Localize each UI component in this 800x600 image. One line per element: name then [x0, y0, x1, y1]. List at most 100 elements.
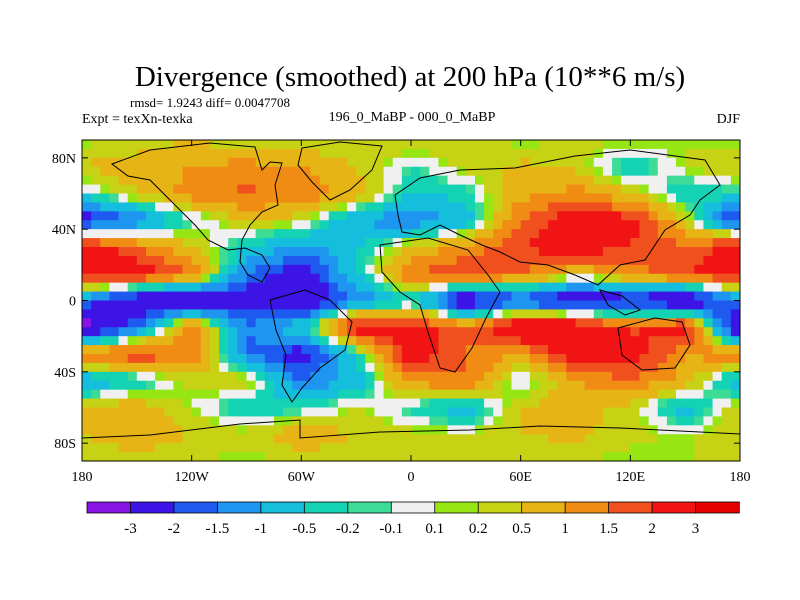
field-cell	[593, 362, 604, 373]
field-cell	[182, 309, 193, 319]
field-cell	[118, 336, 129, 346]
colorbar-swatch	[86, 501, 132, 514]
field-cell	[730, 193, 740, 204]
field-cell	[694, 416, 705, 426]
field-cell	[712, 318, 723, 328]
field-cell	[703, 309, 714, 319]
field-cell	[593, 398, 604, 409]
field-cell	[575, 398, 586, 409]
field-cell	[292, 247, 302, 257]
field-cell	[648, 345, 659, 355]
field-cell	[164, 193, 174, 204]
field-cell	[602, 282, 613, 293]
field-cell	[621, 193, 631, 204]
field-cell	[612, 434, 622, 444]
field-cell	[356, 273, 366, 284]
field-cell	[730, 354, 740, 364]
field-cell	[292, 193, 302, 204]
field-cell	[685, 371, 695, 382]
field-cell	[703, 434, 714, 444]
field-cell	[657, 193, 668, 204]
field-cell	[447, 452, 458, 461]
field-cell	[228, 354, 238, 364]
field-cell	[374, 318, 385, 328]
field-cell	[685, 318, 695, 328]
field-cell	[538, 354, 549, 364]
field-cell	[255, 229, 266, 239]
field-cell	[127, 264, 138, 275]
field-cell	[392, 443, 403, 453]
field-cell	[191, 202, 202, 212]
field-cell	[648, 255, 659, 266]
field-cell	[255, 247, 266, 257]
field-cell	[502, 202, 513, 212]
field-cell	[730, 443, 740, 453]
field-cell	[712, 327, 723, 337]
field-cell	[209, 255, 220, 266]
field-cell	[283, 273, 293, 284]
field-cell	[511, 380, 522, 391]
field-cell	[191, 318, 202, 328]
field-cell	[657, 389, 668, 400]
field-cell	[575, 291, 586, 302]
field-cell	[612, 166, 622, 177]
field-cell	[255, 148, 266, 159]
field-cell	[383, 282, 394, 293]
field-cell	[82, 452, 92, 461]
field-cell	[685, 166, 695, 177]
field-cell	[566, 202, 577, 212]
field-cell	[474, 291, 485, 302]
field-cell	[392, 380, 403, 391]
field-cell	[127, 291, 138, 302]
field-cell	[155, 416, 165, 426]
field-cell	[676, 434, 686, 444]
field-cell	[365, 211, 376, 221]
field-cell	[246, 425, 257, 435]
field-cell	[703, 389, 714, 400]
field-cell	[374, 389, 385, 400]
field-cell	[712, 380, 723, 391]
field-cell	[639, 166, 650, 177]
field-cell	[164, 140, 174, 150]
field-cell	[447, 443, 458, 453]
field-cell	[438, 434, 449, 444]
field-cell	[347, 425, 357, 435]
field-cell	[383, 255, 394, 266]
field-cell	[155, 273, 165, 284]
field-cell	[365, 300, 376, 311]
field-cell	[82, 229, 92, 239]
field-cell	[676, 202, 686, 212]
field-cell	[411, 389, 421, 400]
field-cell	[502, 362, 513, 373]
field-cell	[730, 362, 740, 373]
field-cell	[264, 345, 275, 355]
field-cell	[283, 371, 293, 382]
field-cell	[612, 175, 622, 186]
field-cell	[438, 273, 449, 284]
field-cell	[548, 264, 558, 275]
field-cell	[145, 300, 156, 311]
field-cell	[237, 345, 248, 355]
field-cell	[310, 140, 321, 150]
field-cell	[429, 309, 440, 319]
field-cell	[191, 309, 202, 319]
field-cell	[474, 380, 485, 391]
field-cell	[538, 336, 549, 346]
field-cell	[438, 354, 449, 364]
field-cell	[721, 434, 732, 444]
field-cell	[145, 184, 156, 195]
field-cell	[191, 336, 202, 346]
field-cell	[584, 282, 595, 293]
field-cell	[401, 220, 412, 230]
field-cell	[292, 175, 302, 186]
field-cell	[630, 443, 641, 453]
field-cell	[301, 193, 312, 204]
field-cell	[228, 184, 238, 195]
field-cell	[584, 327, 595, 337]
field-cell	[420, 407, 430, 418]
field-cell	[347, 140, 357, 150]
field-cell	[420, 247, 430, 257]
field-cell	[584, 202, 595, 212]
field-cell	[465, 202, 476, 212]
field-cell	[200, 380, 211, 391]
